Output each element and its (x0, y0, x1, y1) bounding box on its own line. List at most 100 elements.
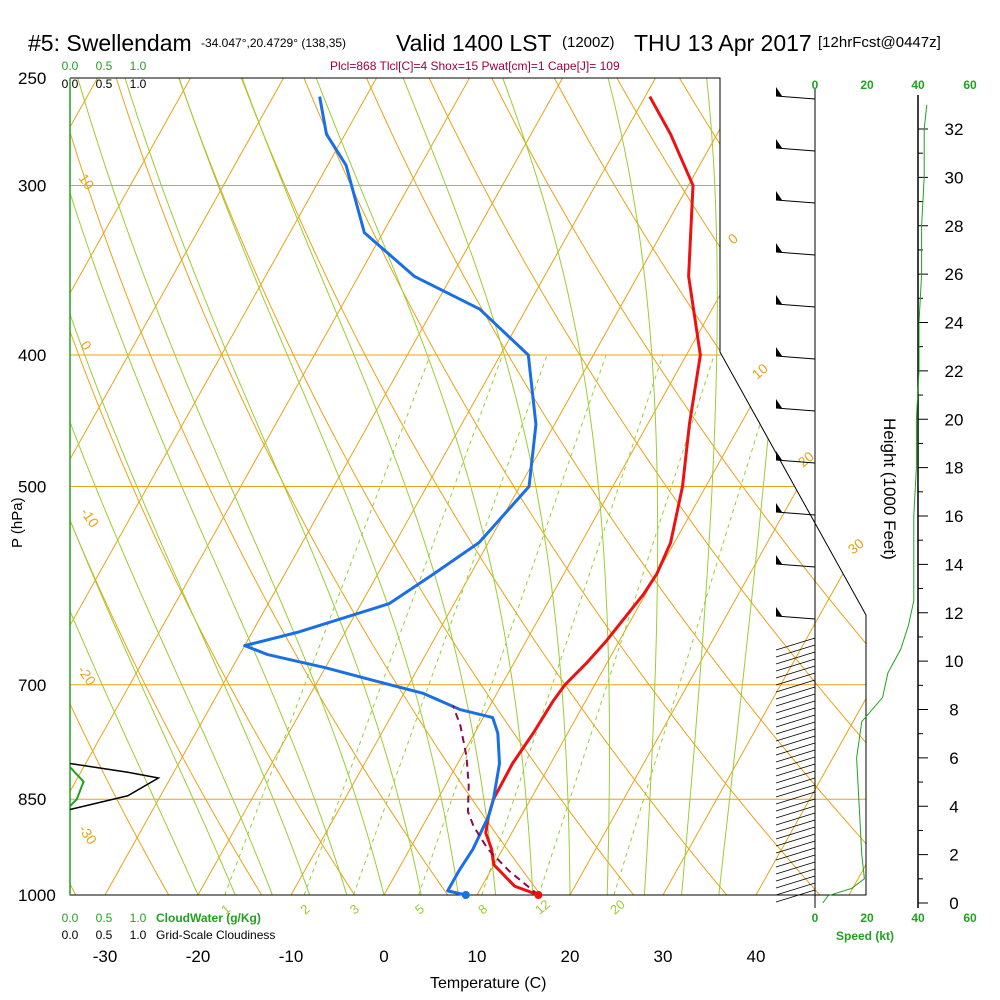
speed-axis-label: Speed (kt) (836, 929, 894, 943)
wind-barb-flag (776, 399, 782, 408)
moist-adiabat (70, 78, 348, 895)
wind-barb-low (775, 721, 816, 735)
cloudwater-tick-top: 0.0 (62, 59, 79, 73)
speed-tick-bottom: 60 (963, 911, 977, 925)
speed-tick-bottom: 40 (911, 911, 925, 925)
cloudwater-tick-bottom: 1.0 (130, 911, 147, 925)
wind-barb-low (775, 840, 816, 854)
wind-barb-shaft (775, 355, 816, 360)
height-tick-label: 32 (945, 120, 964, 139)
isotherm (197, 78, 656, 895)
y-axis-label: P (hPa) (9, 497, 26, 548)
moist-adiabat (77, 78, 385, 895)
wind-barb-low (775, 742, 816, 756)
pressure-tick-label: 850 (18, 790, 46, 809)
mixing-ratio-label: 20 (607, 897, 628, 918)
speed-tick-top: 60 (963, 78, 977, 92)
chart-title-forecast: [12hrFcst@0447z] (818, 34, 941, 51)
dew-point-line (243, 96, 538, 897)
cloudiness-tick-bottom: 0.5 (96, 928, 113, 942)
dry-adiabat (992, 78, 1000, 895)
wind-barb-low (775, 756, 816, 770)
speed-tick-bottom: 20 (860, 911, 874, 925)
dry-adiabat (428, 78, 866, 895)
wind-barb-low (775, 889, 816, 903)
cloudwater-tick-top: 0.5 (96, 59, 113, 73)
wind-barb-low (775, 763, 816, 777)
moist-adiabat (502, 78, 610, 895)
wind-barb-low (775, 833, 816, 847)
moist-adiabat (70, 78, 199, 895)
moist-adiabat (402, 78, 571, 895)
height-tick-label: 12 (945, 604, 964, 623)
temperature-tick-label: 10 (468, 947, 487, 966)
wind-barb-low (775, 861, 816, 875)
chart-title-date: THU 13 Apr 2017 (634, 30, 812, 56)
isotherm-label: -30 (76, 822, 101, 848)
moist-adiabat (70, 78, 311, 895)
height-axis-label: Height (1000 Feet) (880, 418, 899, 560)
height-tick-label: 24 (945, 314, 964, 333)
temperature-tick-label: -20 (186, 947, 211, 966)
wind-barb-low (775, 672, 816, 686)
x-axis-label: Temperature (C) (430, 975, 546, 992)
moist-adiabat (607, 78, 659, 895)
wind-barb-flag (776, 555, 782, 564)
speed-tick-top: 0 (812, 78, 819, 92)
isotherm (290, 78, 749, 895)
pressure-tick-label: 300 (18, 176, 46, 195)
wind-barb-flag (776, 503, 782, 512)
wind-barb-shaft (775, 95, 816, 100)
mixing-ratio-line (481, 354, 664, 895)
temperature-tick-label: 0 (379, 947, 388, 966)
isotherm (70, 78, 470, 895)
cloudiness-tick-top: 1.0 (130, 77, 147, 91)
speed-tick-top: 40 (911, 78, 925, 92)
dry-adiabat (70, 78, 449, 895)
grid-labels: 1 2 3 5 8 12 200102030100-10-20-30250300400500… (18, 59, 867, 966)
moist-adiabat (70, 78, 273, 895)
wind-barb-low (775, 707, 816, 721)
grid-clip (0, 78, 1000, 895)
wind-barb-low (775, 651, 816, 665)
dry-adiabat (70, 78, 170, 895)
isotherm (0, 78, 5, 895)
isotherm (662, 78, 866, 895)
wind-barb-low (775, 714, 816, 728)
speed-tick-bottom: 0 (812, 911, 819, 925)
chart-title-station: #5: Swellendam (28, 30, 192, 56)
wind-barb-shaft (775, 459, 816, 464)
height-tick-label: 4 (949, 797, 958, 816)
temperature-tick-label: 20 (561, 947, 580, 966)
wind-barb-shaft (775, 303, 816, 308)
pressure-tick-label: 250 (18, 69, 46, 88)
isotherm-label: 0 (78, 338, 96, 354)
sounding-profiles (69, 95, 702, 899)
isotherm (104, 78, 563, 895)
dry-adiabat (491, 78, 866, 895)
wind-barb-low (775, 798, 816, 812)
height-tick-label: 28 (945, 217, 964, 236)
isotherm (848, 78, 866, 895)
moist-adiabat (70, 78, 236, 895)
temperature-tick-label: 30 (654, 947, 673, 966)
dry-adiabat (240, 78, 728, 895)
wind-barb-low (775, 686, 816, 700)
mixing-ratio-line (352, 354, 548, 895)
height-tick-label: 16 (945, 507, 964, 526)
height-tick-label: 26 (945, 265, 964, 284)
wind-barb-low (775, 854, 816, 868)
wind-barb-shaft (775, 251, 816, 256)
wind-barb-shaft (775, 407, 816, 412)
isotherm-label: 10 (749, 360, 771, 382)
wind-barb-flag (776, 191, 782, 200)
wind-barb-shaft (775, 511, 816, 516)
mixing-ratio-label: 2 (297, 901, 312, 917)
surface-temperature-dot (534, 891, 543, 899)
wind-barb-low (775, 812, 816, 826)
pressure-tick-label: 400 (18, 346, 46, 365)
mixing-ratio-line (613, 354, 783, 895)
wind-barb-low (775, 868, 816, 882)
mixing-ratio-label: 3 (347, 901, 362, 917)
wind-barb-shaft (775, 563, 816, 568)
